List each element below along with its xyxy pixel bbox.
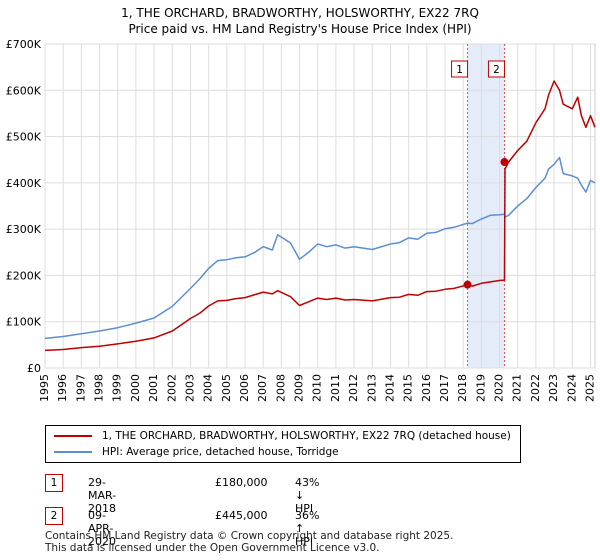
x-tick-label: 2011 — [329, 374, 342, 402]
x-tick-label: 2004 — [202, 374, 215, 402]
x-tick-label: 2024 — [565, 374, 578, 402]
x-tick-label: 2017 — [438, 374, 451, 402]
legend-item-hpi: HPI: Average price, detached house, Torr… — [54, 444, 339, 460]
x-tick-label: 2021 — [511, 374, 524, 402]
x-tick-label: 2016 — [420, 374, 433, 402]
transaction-price: £445,000 — [215, 509, 268, 522]
x-tick-label: 2015 — [402, 374, 415, 402]
x-tick-label: 1995 — [38, 374, 51, 402]
x-tick-label: 1998 — [93, 374, 106, 402]
event-badge — [487, 60, 505, 78]
x-tick-label: 2002 — [165, 374, 178, 402]
sale-marker — [463, 280, 472, 289]
hpi-line — [44, 156, 596, 340]
price-chart: £0 £100K £200K £300K £400K £500K £600K £700K 199… — [6, 38, 597, 402]
x-tick-label: 2000 — [129, 374, 142, 402]
transaction-date: 09-APR-2020 — [88, 509, 116, 548]
x-tick-label: 2003 — [183, 374, 196, 402]
x-tick-label: 1999 — [111, 374, 124, 402]
transaction-badge: 2 — [45, 507, 63, 525]
x-tick-label: 1997 — [74, 374, 87, 402]
event-badge-label: 2 — [493, 64, 500, 76]
y-tick-label: £0 — [27, 362, 41, 375]
x-tick-label: 2023 — [547, 374, 560, 402]
footer: Contains HM Land Registry data © Crown c… — [45, 530, 453, 554]
legend-item-property: 1, THE ORCHARD, BRADWORTHY, HOLSWORTHY, … — [54, 428, 511, 444]
transaction-price: £180,000 — [215, 476, 268, 489]
x-tick-label: 2020 — [493, 374, 506, 402]
chart-subtitle: Price paid vs. HM Land Registry's House … — [128, 22, 472, 36]
legend-line-property — [54, 435, 92, 437]
legend-label-hpi: HPI: Average price, detached house, Torr… — [102, 446, 339, 458]
y-tick-label: £500K — [6, 131, 42, 144]
property-price-line — [44, 80, 596, 352]
transaction-badge: 1 — [45, 474, 63, 492]
x-tick-label: 2007 — [256, 374, 269, 402]
x-tick-label: 2005 — [220, 374, 233, 402]
x-tick-label: 2025 — [583, 374, 596, 402]
transaction-hpi: 36% ↑ HPI — [295, 509, 320, 548]
plot-area — [44, 43, 596, 369]
x-tick-label: 2008 — [274, 374, 287, 402]
x-tick-label: 2022 — [529, 374, 542, 402]
sale-marker — [500, 158, 509, 167]
legend-label-property: 1, THE ORCHARD, BRADWORTHY, HOLSWORTHY, … — [102, 430, 511, 442]
x-tick-label: 2019 — [474, 374, 487, 402]
shaded-region — [467, 44, 505, 368]
transaction-hpi: 43% ↓ HPI — [295, 476, 320, 515]
transaction-date: 29-MAR-2018 — [88, 476, 117, 515]
event-badge-label: 1 — [456, 64, 463, 76]
legend: 1, THE ORCHARD, BRADWORTHY, HOLSWORTHY, … — [45, 425, 521, 463]
x-tick-label: 2014 — [383, 374, 396, 402]
x-tick-label: 1996 — [56, 374, 69, 402]
event-badge — [451, 60, 469, 78]
footer-licence: This data is licensed under the Open Gov… — [45, 542, 380, 554]
x-tick-label: 2001 — [147, 374, 160, 402]
y-tick-label: £100K — [6, 316, 42, 329]
x-tick-label: 2013 — [365, 374, 378, 402]
x-tick-label: 2010 — [311, 374, 324, 402]
legend-line-hpi — [54, 451, 92, 453]
x-tick-label: 2009 — [293, 374, 306, 402]
y-tick-label: £200K — [6, 269, 42, 282]
footer-copyright: Contains HM Land Registry data © Crown c… — [45, 530, 454, 542]
y-tick-label: £400K — [6, 177, 42, 190]
y-tick-label: £600K — [6, 84, 42, 97]
chart-title: 1, THE ORCHARD, BRADWORTHY, HOLSWORTHY, … — [121, 6, 479, 20]
x-tick-label: 2012 — [347, 374, 360, 402]
x-tick-label: 2018 — [456, 374, 469, 402]
y-tick-label: £300K — [6, 223, 42, 236]
x-tick-label: 2006 — [238, 374, 251, 402]
y-tick-label: £700K — [6, 38, 42, 51]
